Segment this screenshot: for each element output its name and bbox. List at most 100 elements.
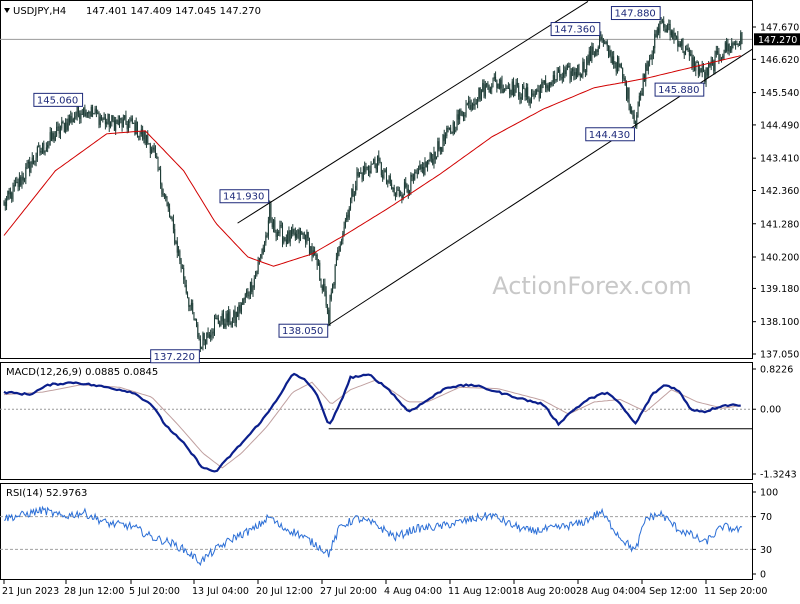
candle-body <box>176 241 178 253</box>
candle-body <box>432 158 434 165</box>
candle-body <box>554 75 556 80</box>
price-axis: 147.670 146.620 145.540 144.490 143.410 142.3… <box>752 23 800 361</box>
candle-body <box>184 279 186 285</box>
candle-body <box>654 33 656 49</box>
candle-body <box>397 189 399 191</box>
candle-body <box>615 62 617 72</box>
last-price-label: 147.270 <box>758 35 797 46</box>
candle-body <box>462 116 464 118</box>
candle-body <box>77 105 79 114</box>
candle-body <box>366 166 368 168</box>
candle-body <box>21 176 23 186</box>
candle-body <box>198 337 200 339</box>
candle-body <box>448 127 450 130</box>
candle-body <box>52 133 54 140</box>
time-axis: 21 Jun 2023 28 Jun 12:00 5 Jul 20:00 13 Jul… <box>2 580 767 597</box>
candle-body <box>152 147 154 150</box>
candle-body <box>361 172 363 180</box>
price-label-box <box>585 127 635 142</box>
candle-body <box>308 238 310 254</box>
candle-body <box>385 170 387 182</box>
candle-body <box>271 222 273 228</box>
candle-body <box>35 157 37 162</box>
candle-body <box>181 268 183 270</box>
rsi-title: RSI(14) 52.9763 <box>6 488 87 499</box>
candle-body <box>537 89 539 91</box>
candle-body <box>67 118 69 130</box>
candle-body <box>520 97 522 100</box>
candle-body <box>303 233 305 235</box>
candle-body <box>350 198 352 209</box>
candle-body <box>415 171 417 174</box>
candle-body <box>61 121 63 129</box>
candle-body <box>733 43 735 46</box>
candle-body <box>192 302 194 313</box>
candle-body <box>116 120 118 122</box>
candle-body <box>676 36 678 38</box>
candle-body <box>4 202 6 207</box>
candle-body <box>45 147 47 152</box>
candle-body <box>102 118 104 120</box>
candle-body <box>144 131 146 144</box>
candle-body <box>686 48 688 51</box>
candle-body <box>49 132 51 142</box>
candle-body <box>402 195 404 198</box>
candle-body <box>577 64 579 78</box>
candle-body <box>579 73 581 77</box>
candle-body <box>238 305 240 317</box>
candle-body <box>636 115 638 127</box>
candle-body <box>374 158 376 164</box>
candle-body <box>418 169 420 173</box>
candle-body <box>561 77 563 79</box>
candle-body <box>466 103 468 105</box>
candle-body <box>736 43 738 45</box>
candle-body <box>101 116 103 120</box>
candle-body <box>618 57 620 68</box>
candle-body <box>719 59 721 61</box>
candle-body <box>591 46 593 62</box>
candle-body <box>568 65 570 67</box>
candle-body <box>129 121 131 123</box>
candle-body <box>360 172 362 174</box>
candle-body <box>7 190 9 199</box>
price-panel-frame <box>0 0 753 359</box>
candle-body <box>446 127 448 136</box>
candle-body <box>546 85 548 89</box>
candle-body <box>643 74 645 82</box>
candle-body <box>189 305 191 307</box>
candle-body <box>582 61 584 76</box>
price-label: 147.880 <box>614 9 655 20</box>
candle-body <box>43 143 45 153</box>
candle-body <box>122 118 124 128</box>
candle-body <box>664 27 666 29</box>
candle-body <box>613 56 615 65</box>
rsi-axis: 100 70 30 0 <box>752 488 778 581</box>
candle-body <box>527 87 529 100</box>
candle-body <box>436 157 438 160</box>
candle-body <box>543 80 545 84</box>
candle-body <box>266 235 268 237</box>
candle-body <box>337 250 339 258</box>
candle-body <box>601 36 603 40</box>
candle-body <box>244 293 246 300</box>
candle-body <box>316 254 318 266</box>
candle-body <box>84 107 86 117</box>
candle-body <box>89 111 91 117</box>
candle-body <box>25 166 27 179</box>
candle-body <box>505 88 507 90</box>
candle-body <box>285 239 287 245</box>
candle-body <box>9 192 11 195</box>
candle-body <box>434 151 436 160</box>
candle-body <box>351 189 353 199</box>
candle-body <box>477 98 479 103</box>
symbol-title: USDJPY,H4 <box>13 6 66 17</box>
candle-body <box>315 254 317 256</box>
candle-body <box>570 71 572 80</box>
moving-average-line <box>3 55 741 267</box>
candle-body <box>595 50 597 56</box>
candle-body <box>400 195 402 197</box>
candle-body <box>161 183 163 194</box>
candle-body <box>3 202 5 206</box>
candle-body <box>297 229 299 235</box>
candle-body <box>193 312 195 320</box>
